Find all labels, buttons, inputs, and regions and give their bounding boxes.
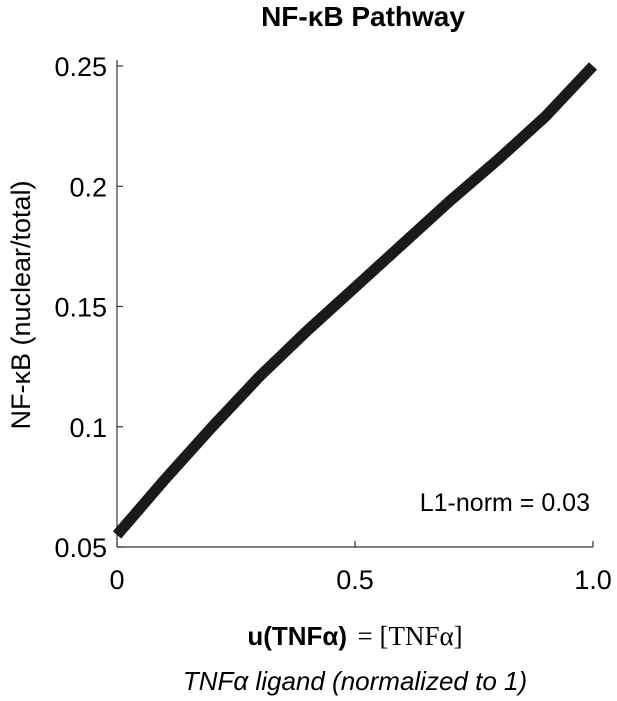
chart-title: NF-κB Pathway [261, 1, 465, 32]
x-tick-label: 1.0 [574, 565, 612, 595]
y-tick-label: 0.2 [69, 172, 107, 202]
series-line [112, 62, 598, 539]
x-ticks: 0 0.5 1.0 [109, 541, 612, 595]
series-group [112, 62, 598, 539]
y-tick-label: 0.25 [54, 52, 107, 82]
y-tick-label: 0.15 [54, 293, 107, 323]
y-tick-label: 0.05 [54, 533, 107, 563]
y-tick-label: 0.1 [69, 413, 107, 443]
y-axis-label: NF-κB (nuclear/total) [6, 180, 36, 429]
l1-norm-annotation: L1-norm = 0.03 [420, 489, 590, 517]
x-axis-label-formula: = [TNFα] [358, 621, 463, 651]
x-tick-label: 0 [109, 565, 124, 595]
x-axis-label: u(TNFα) = [TNFα] [247, 621, 462, 651]
x-tick-label: 0.5 [336, 565, 374, 595]
x-axis-sublabel: TNFα ligand (normalized to 1) [183, 666, 527, 696]
x-axis-label-main: u(TNFα) [247, 621, 347, 651]
y-ticks: 0.05 0.1 0.15 0.2 0.25 [54, 52, 123, 563]
